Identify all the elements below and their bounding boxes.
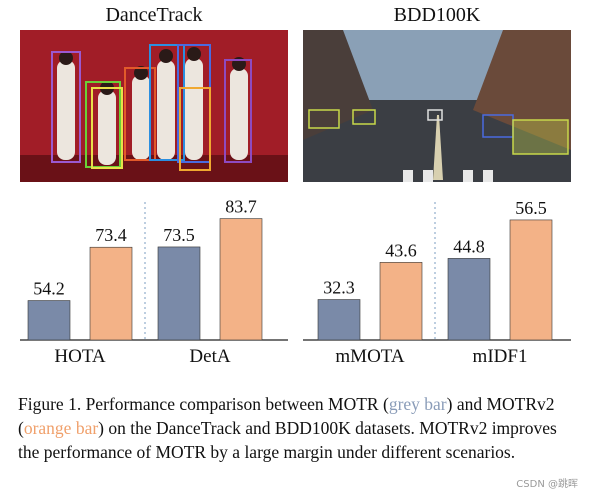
category-label-mmota: mMOTA <box>335 346 404 367</box>
performance-bar-charts: 54.2 73.4 HOTA 73.5 83.7 DetA 32.3 43.6 mMOTA 44… <box>20 197 571 367</box>
bar-motr-midf1 <box>447 258 491 341</box>
data-label-motrv2-deta: 83.7 <box>225 197 257 217</box>
bar-motrv2-deta <box>219 218 263 341</box>
bar-motr-hota <box>27 300 71 341</box>
bdd100k-image <box>303 30 571 182</box>
caption-prefix: Figure 1. Performance comparison between… <box>18 394 389 414</box>
chart-dancetrack: 54.2 73.4 HOTA 73.5 83.7 DetA <box>20 197 288 367</box>
data-label-motr-midf1: 44.8 <box>453 236 485 256</box>
data-label-motrv2-mmota: 43.6 <box>385 240 417 260</box>
dancetrack-image <box>20 30 288 182</box>
data-label-motrv2-midf1: 56.5 <box>515 198 547 218</box>
category-label-midf1: mIDF1 <box>473 346 528 367</box>
bar-motrv2-mmota <box>379 262 423 341</box>
watermark: CSDN @跳晖 <box>516 479 578 490</box>
caption-grey-bar: grey bar <box>388 394 447 414</box>
figure-caption: Figure 1. Performance comparison between… <box>18 392 578 464</box>
data-label-motr-deta: 73.5 <box>163 225 195 245</box>
bdd100k-title: BDD100K <box>393 4 481 26</box>
caption-suffix: ) on the DanceTrack and BDD100K datasets… <box>18 418 557 462</box>
bar-motrv2-hota <box>89 246 133 341</box>
dancetrack-title: DanceTrack <box>105 4 203 26</box>
data-label-motr-hota: 54.2 <box>33 279 65 299</box>
caption-mid: ) and MOTRv2 ( <box>18 394 555 438</box>
category-label-deta: DetA <box>189 346 230 367</box>
caption-orange-bar: orange bar <box>23 418 99 438</box>
category-label-hota: HOTA <box>54 346 106 367</box>
bar-motr-mmota <box>317 299 361 341</box>
data-label-motr-mmota: 32.3 <box>323 278 355 298</box>
bar-motr-deta <box>157 246 201 341</box>
data-label-motrv2-hota: 73.4 <box>95 225 127 245</box>
bar-motrv2-midf1 <box>509 219 553 341</box>
chart-bdd100k: 32.3 43.6 mMOTA 44.8 56.5 mIDF1 <box>303 198 571 367</box>
